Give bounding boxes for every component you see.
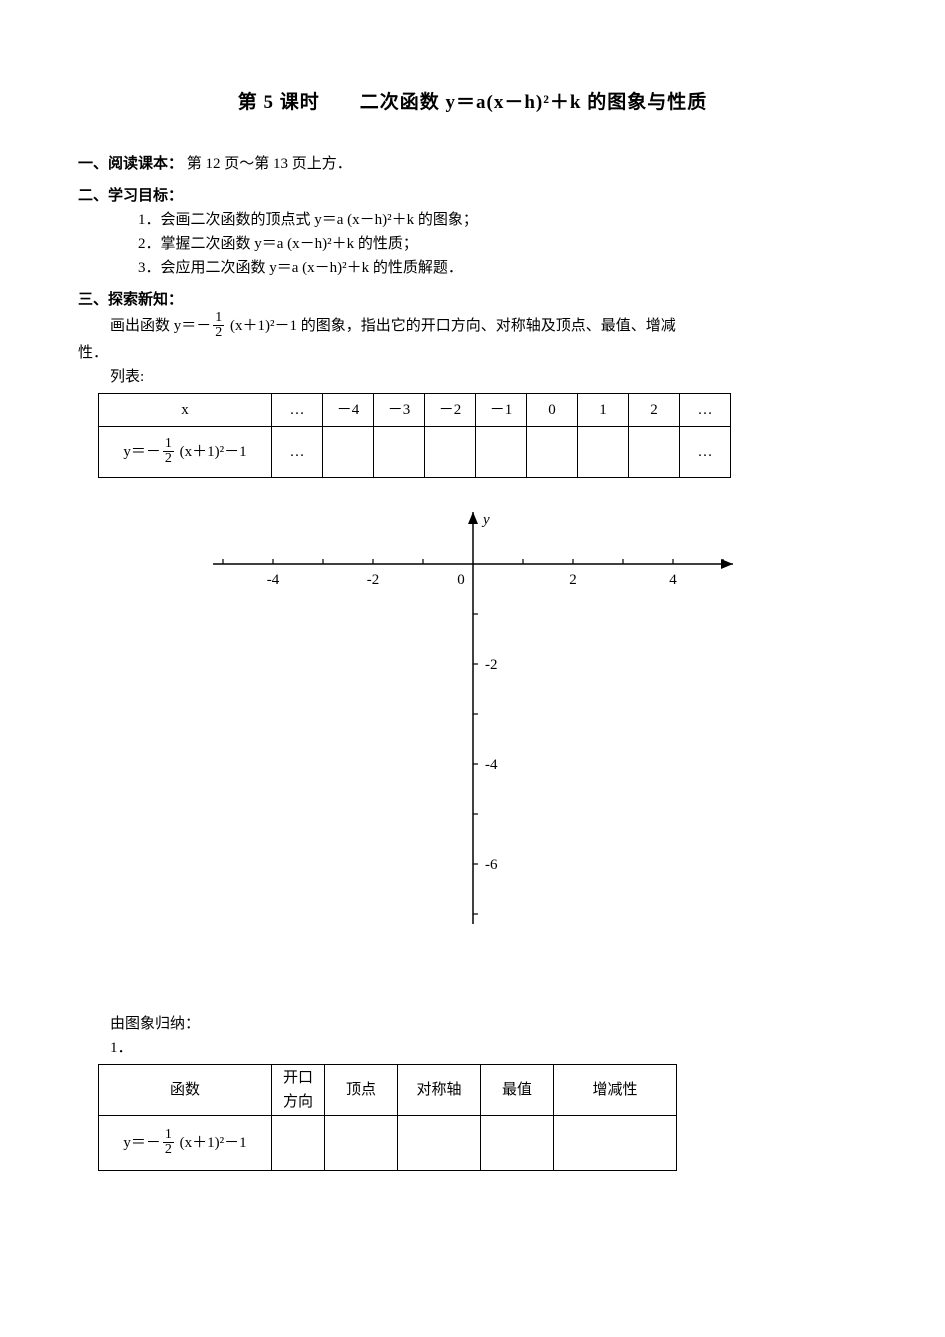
svg-text:4: 4	[669, 572, 677, 588]
coordinate-chart-container: -4-2240xy-2-4-6	[78, 504, 867, 952]
table1-header-cell: 2	[629, 394, 680, 427]
table2-value-cell	[481, 1116, 554, 1171]
section2-item-1: 1．会画二次函数的顶点式 y＝a (x－h)²＋k 的图象；	[138, 208, 867, 232]
table1-header-cell: …	[272, 394, 323, 427]
table1-header-cell: －3	[374, 394, 425, 427]
svg-text:0: 0	[457, 572, 465, 588]
conclusion-num: 1．	[78, 1036, 867, 1060]
section2-item-3: 3．会应用二次函数 y＝a (x－h)²＋k 的性质解题．	[138, 256, 867, 280]
list-label: 列表:	[78, 365, 867, 389]
table1-value-cell	[476, 427, 527, 478]
table2-header-cell: 开口方向	[272, 1065, 325, 1116]
table2-header-cell: 函数	[99, 1065, 272, 1116]
table1-value-cell: …	[272, 427, 323, 478]
table1-header-cell: …	[680, 394, 731, 427]
table2-value-cell	[554, 1116, 677, 1171]
table2-formula-cell: y＝－12 (x＋1)²－1	[99, 1116, 272, 1171]
table1-header-cell: －4	[323, 394, 374, 427]
table2-value-cell	[398, 1116, 481, 1171]
table1-value-cell	[629, 427, 680, 478]
table1-header-cell: －2	[425, 394, 476, 427]
table2-value-cell	[272, 1116, 325, 1171]
section2-item-2: 2．掌握二次函数 y＝a (x－h)²＋k 的性质；	[138, 232, 867, 256]
section3-intro-line1: 画出函数 y＝－12 (x＋1)²－1 的图象，指出它的开口方向、对称轴及顶点、…	[78, 312, 867, 341]
table1-header-cell: 0	[527, 394, 578, 427]
table1-value-cell	[374, 427, 425, 478]
intro-suffix: (x＋1)²－1 的图象，指出它的开口方向、对称轴及顶点、最值、增减	[226, 318, 676, 334]
svg-text:2: 2	[569, 572, 577, 588]
table1-value-cell: …	[680, 427, 731, 478]
table2-value-cell	[325, 1116, 398, 1171]
intro-prefix: 画出函数 y＝－	[110, 318, 211, 334]
table2-header-cell: 顶点	[325, 1065, 398, 1116]
section1-head: 一、阅读课本：	[78, 156, 183, 172]
table-values: x…－4－3－2－1012…y＝－12 (x＋1)²－1……	[98, 393, 731, 478]
svg-text:-6: -6	[485, 857, 498, 873]
table1-formula-cell: y＝－12 (x＋1)²－1	[99, 427, 272, 478]
svg-text:-4: -4	[485, 757, 498, 773]
section2-list: 1．会画二次函数的顶点式 y＝a (x－h)²＋k 的图象； 2．掌握二次函数 …	[78, 208, 867, 280]
conclusion-label: 由图象归纳：	[78, 1012, 867, 1036]
section2-head: 二、学习目标：	[78, 184, 867, 208]
table2-header-cell: 最值	[481, 1065, 554, 1116]
table1-value-cell	[578, 427, 629, 478]
coordinate-chart: -4-2240xy-2-4-6	[213, 504, 733, 944]
section3-head: 三、探索新知：	[78, 288, 867, 312]
svg-text:-2: -2	[366, 572, 379, 588]
table1-value-cell	[527, 427, 578, 478]
table2-header-cell: 增减性	[554, 1065, 677, 1116]
table1-value-cell	[425, 427, 476, 478]
fraction-half: 12	[213, 311, 224, 340]
svg-text:-2: -2	[485, 657, 498, 673]
table2-header-cell: 对称轴	[398, 1065, 481, 1116]
table1-value-cell	[323, 427, 374, 478]
section-1: 一、阅读课本： 第 12 页～第 13 页上方．	[78, 152, 867, 176]
section1-body: 第 12 页～第 13 页上方．	[187, 156, 352, 172]
table1-header-cell: 1	[578, 394, 629, 427]
page-title: 第 5 课时 二次函数 y＝a(x－h)²＋k 的图象与性质	[78, 88, 867, 118]
svg-text:y: y	[481, 512, 490, 528]
table-properties: 函数开口方向顶点对称轴最值增减性 y＝－12 (x＋1)²－1	[98, 1064, 677, 1171]
section3-intro-line2: 性．	[78, 341, 867, 365]
table1-header-cell: x	[99, 394, 272, 427]
table1-header-cell: －1	[476, 394, 527, 427]
svg-text:-4: -4	[266, 572, 279, 588]
